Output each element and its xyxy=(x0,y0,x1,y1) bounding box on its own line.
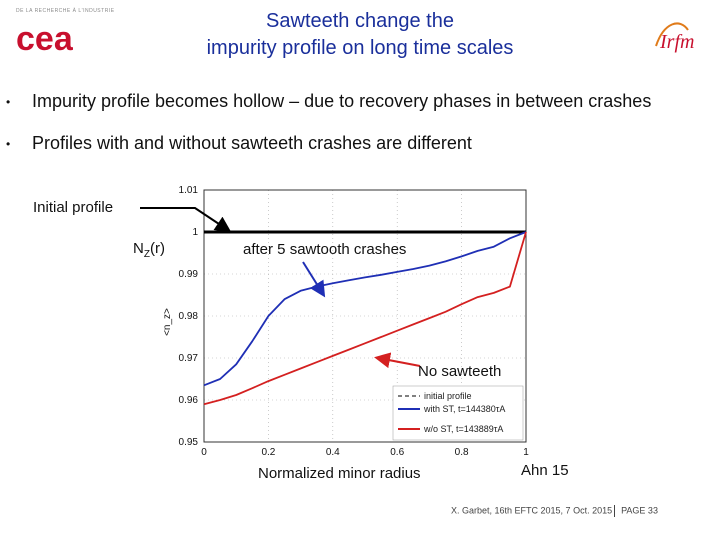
x-tick-label: 0.6 xyxy=(390,447,404,458)
y-tick-label: 0.99 xyxy=(179,269,199,280)
nz-prefix: N xyxy=(133,240,144,257)
y-tick-label: 0.97 xyxy=(179,353,199,364)
x-tick-label: 0 xyxy=(201,447,207,458)
x-tick-label: 1 xyxy=(523,447,529,458)
initial-profile-arrow xyxy=(140,207,232,233)
chart-series xyxy=(203,230,527,406)
legend-entry: initial profile xyxy=(424,391,472,401)
chart-legend: initial profile with ST, t=144380τA w/o … xyxy=(392,385,524,441)
y-tick-label: 1.01 xyxy=(179,185,199,196)
bullet-marker: • xyxy=(6,137,11,151)
y-tick-label: 1 xyxy=(192,227,198,238)
nz-subscript: Z xyxy=(143,249,150,260)
no-sawteeth-arrow xyxy=(374,352,421,369)
y-axis-label: <n_z> xyxy=(162,308,173,336)
cea-logo-text: cea xyxy=(16,20,74,58)
title-line-1: Sawteeth change the xyxy=(266,10,454,32)
cea-logo-mark: cea xyxy=(16,20,74,58)
y-tick-label: 0.98 xyxy=(179,311,199,322)
nz-suffix: (r) xyxy=(149,240,165,257)
title-line-2: impurity profile on long time scales xyxy=(206,37,514,59)
slide-title: Sawteeth change the impurity profile on … xyxy=(120,8,600,62)
y-tick-label: 0.95 xyxy=(179,437,199,448)
x-tick-label: 0.4 xyxy=(326,447,340,458)
nz-label: NZ(r) xyxy=(133,240,165,260)
no-sawteeth-label: No sawteeth xyxy=(418,363,502,380)
irfm-logo-mark: Irfm xyxy=(655,22,694,53)
after-crashes-label: after 5 sawtooth crashes xyxy=(243,241,407,258)
bullet-text: Profiles with and without sawteeth crash… xyxy=(32,133,472,153)
irfm-logo-text: Irfm xyxy=(659,31,694,53)
slide-footer: X. Garbet, 16th EFTC 2015, 7 Oct. 2015 PA… xyxy=(451,505,658,517)
source-citation: Ahn 15 xyxy=(521,462,569,479)
footer-divider xyxy=(614,505,616,517)
x-axis-ticks: 0 0.2 0.4 0.6 0.8 1 xyxy=(201,447,529,458)
irfm-swoosh-icon xyxy=(655,22,689,47)
cea-tagline: DE LA RECHERCHE À L'INDUSTRIE xyxy=(16,8,115,14)
x-tick-label: 0.8 xyxy=(455,447,469,458)
y-tick-label: 0.96 xyxy=(179,395,199,406)
legend-entry: w/o ST, t=143889τA xyxy=(423,424,503,434)
plot-frame xyxy=(203,189,527,443)
x-tick-label: 0.2 xyxy=(261,447,275,458)
after-crashes-arrow xyxy=(302,261,326,298)
legend-box xyxy=(392,385,524,441)
series-with-st xyxy=(203,231,527,387)
initial-profile-label: Initial profile xyxy=(33,199,114,216)
footer-citation: X. Garbet, 16th EFTC 2015, 7 Oct. 2015 xyxy=(451,505,613,516)
series-without-st xyxy=(203,231,527,406)
bullet-text: Impurity profile becomes hollow – due to… xyxy=(32,91,652,111)
legend-entry: with ST, t=144380τA xyxy=(423,404,505,414)
x-axis-title: Normalized minor radius xyxy=(258,465,421,482)
cea-logo: DE LA RECHERCHE À L'INDUSTRIE cea xyxy=(14,8,114,58)
y-axis-ticks: 1.01 1 0.99 0.98 0.97 0.96 0.95 xyxy=(179,185,199,448)
bullet-marker: • xyxy=(6,95,11,109)
irfm-logo: Irfm xyxy=(650,16,712,56)
page-number: PAGE 33 xyxy=(621,505,658,516)
